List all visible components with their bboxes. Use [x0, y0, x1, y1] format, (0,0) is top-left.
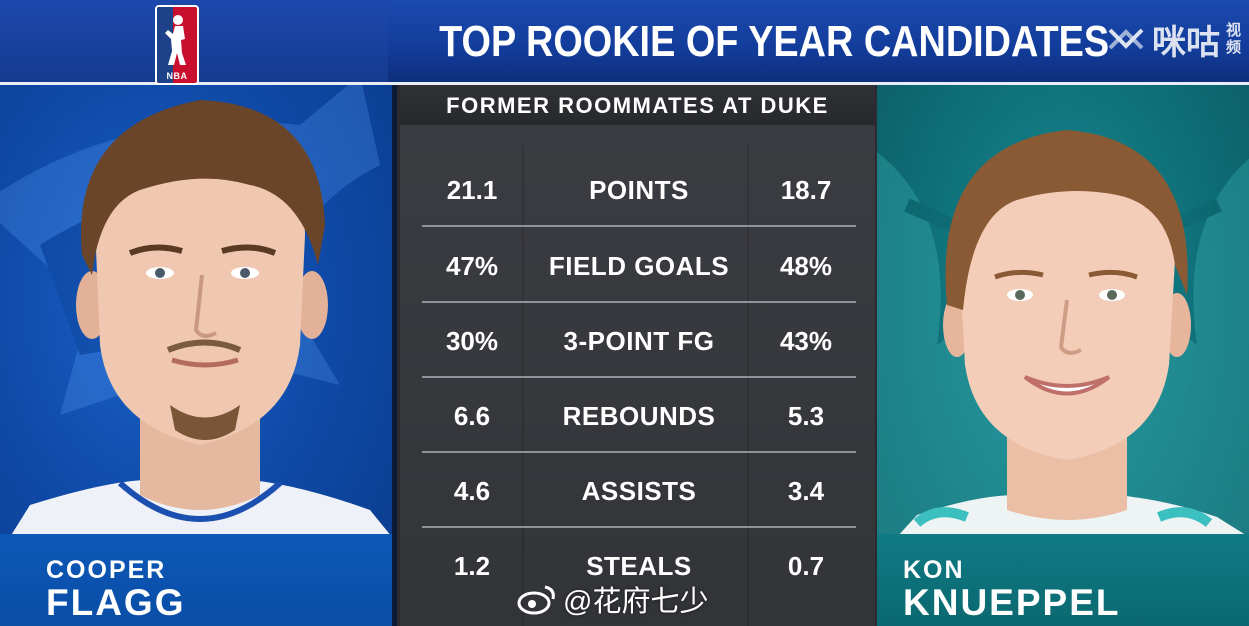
migu-icon: [1108, 28, 1144, 50]
stat-row-points: 21.1 POINTS 18.7: [422, 153, 856, 227]
right-player-last-name: KNUEPPEL: [903, 582, 1121, 623]
right-stat-value: 3.4: [787, 475, 825, 506]
broadcaster-sub-1: 视: [1225, 22, 1241, 39]
right-stat-value: 0.7: [787, 550, 825, 581]
right-stat-value: 43%: [779, 325, 833, 356]
stat-label: REBOUNDS: [562, 400, 716, 431]
right-player-panel: KON KNUEPPEL: [877, 85, 1249, 626]
stat-label: STEALS: [586, 550, 692, 581]
stat-row-3pt: 30% 3-POINT FG 43%: [422, 304, 856, 378]
stat-label: 3-POINT FG: [563, 325, 715, 356]
stat-row-assists: 4.6 ASSISTS 3.4: [422, 454, 856, 528]
left-player-first-name: COOPER: [46, 556, 167, 584]
stat-label: POINTS: [589, 174, 689, 205]
right-player-first-name: KON: [903, 556, 965, 584]
stat-row-rebounds: 6.6 REBOUNDS 5.3: [422, 379, 856, 453]
nba-logo-text: NBA: [166, 71, 188, 81]
right-stat-value: 5.3: [787, 400, 825, 431]
left-stat-value: 6.6: [453, 400, 491, 431]
stat-row-field-goals: 47% FIELD GOALS 48%: [422, 229, 856, 303]
right-stat-value: 48%: [779, 250, 833, 281]
social-watermark: @花府七少: [517, 578, 708, 620]
nba-logo: NBA: [155, 5, 199, 85]
left-stat-value: 47%: [445, 250, 499, 281]
left-stat-value: 1.2: [453, 550, 491, 581]
right-player-photo: [897, 130, 1249, 537]
broadcaster-watermark: 咪咕 视 频: [1106, 14, 1241, 64]
page-title: TOP ROOKIE OF YEAR CANDIDATES: [439, 17, 1110, 66]
left-player-panel: COOPER FLAGG: [0, 85, 392, 626]
header-bar: NBA TOP ROOKIE OF YEAR CANDIDATES 咪咕 视 频: [0, 0, 1249, 85]
left-player-photo: [10, 100, 392, 537]
broadcaster-name: 咪咕: [1151, 23, 1220, 62]
left-player-nameplate: COOPER FLAGG: [0, 534, 392, 626]
left-stat-value: 21.1: [446, 174, 498, 205]
weibo-icon: [517, 585, 555, 615]
left-stat-value: 4.6: [453, 475, 491, 506]
stats-subtitle: FORMER ROOMMATES AT DUKE: [400, 85, 875, 125]
left-player-last-name: FLAGG: [46, 582, 186, 623]
stat-label: FIELD GOALS: [548, 250, 730, 281]
stat-row-steals: 1.2 STEALS 0.7: [422, 529, 856, 603]
right-player-nameplate: KON KNUEPPEL: [877, 534, 1249, 626]
social-watermark-text: @花府七少: [563, 586, 709, 618]
left-stat-value: 30%: [445, 325, 499, 356]
broadcaster-sub-2: 频: [1225, 39, 1241, 56]
stat-label: ASSISTS: [581, 475, 697, 506]
stats-panel: FORMER ROOMMATES AT DUKE 21.1 POINTS 18.…: [397, 85, 878, 626]
right-stat-value: 18.7: [780, 174, 832, 205]
